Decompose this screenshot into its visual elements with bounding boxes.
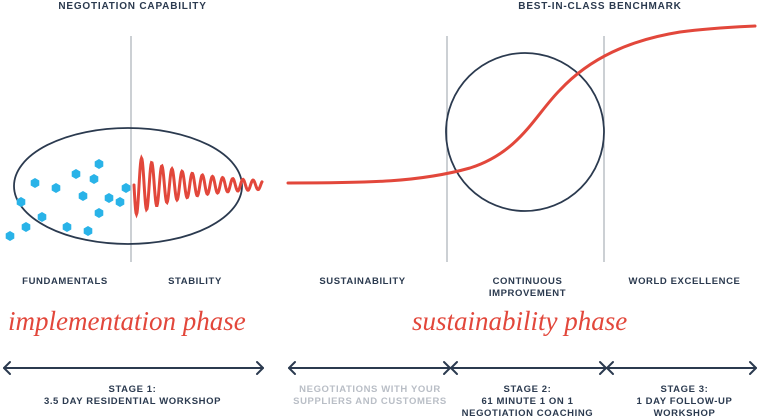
stage2-description-2: NEGOTIATION COACHING <box>461 408 594 419</box>
label-fundamentals: FUNDAMENTALS <box>22 276 108 287</box>
stage2-title: STAGE 2: <box>503 384 552 395</box>
particle-hexagon <box>30 178 40 188</box>
stage2-arrow <box>443 361 607 375</box>
particle-hexagon <box>62 222 72 232</box>
stage2-description-1: 61 MINUTE 1 ON 1 <box>481 396 574 407</box>
particle-hexagon <box>83 226 93 236</box>
particle-hexagon <box>115 197 125 207</box>
label-stability: STABILITY <box>168 276 222 287</box>
stage1-description: 3.5 DAY RESIDENTIAL WORKSHOP <box>43 396 222 407</box>
fundamentals-particles <box>5 159 131 241</box>
particle-hexagon <box>16 197 26 207</box>
particle-hexagon <box>37 212 47 222</box>
implementation-phase-title: implementation phase <box>8 306 246 336</box>
negotiations-arrow <box>288 361 451 375</box>
particle-hexagon <box>51 183 61 193</box>
stage1-title: STAGE 1: <box>108 384 157 395</box>
negotiations-line-2: SUPPLIERS AND CUSTOMERS <box>293 396 447 407</box>
stage1-arrow <box>3 361 264 375</box>
label-world-excellence: WORLD EXCELLENCE <box>628 276 741 287</box>
label-continuous: CONTINUOUS <box>492 276 563 287</box>
particle-hexagon <box>5 231 15 241</box>
label-improvement: IMPROVEMENT <box>488 288 567 299</box>
particle-hexagon <box>94 159 104 169</box>
particle-hexagon <box>121 183 131 193</box>
header-best-in-class-benchmark: BEST-IN-CLASS BENCHMARK <box>518 1 682 12</box>
stability-wave <box>132 154 264 219</box>
stage3-title: STAGE 3: <box>660 384 709 395</box>
header-negotiation-capability: NEGOTIATION CAPABILITY <box>58 1 207 12</box>
particle-hexagon <box>89 174 99 184</box>
particle-hexagon <box>78 191 88 201</box>
particle-hexagon <box>94 208 104 218</box>
stage3-arrow <box>599 361 757 375</box>
stage3-description-1: 1 DAY FOLLOW-UP <box>636 396 733 407</box>
capability-ellipse <box>13 127 243 245</box>
negotiations-line-1: NEGOTIATIONS WITH YOUR <box>299 384 441 395</box>
growth-s-curve <box>286 24 757 185</box>
stage3-description-2: WORKSHOP <box>653 408 716 419</box>
sustainability-phase-title: sustainability phase <box>412 306 628 336</box>
particle-hexagon <box>71 169 81 179</box>
label-sustainability: SUSTAINABILITY <box>319 276 406 287</box>
particle-hexagon <box>21 222 31 232</box>
particle-hexagon <box>104 193 114 203</box>
improvement-circle <box>445 52 605 212</box>
